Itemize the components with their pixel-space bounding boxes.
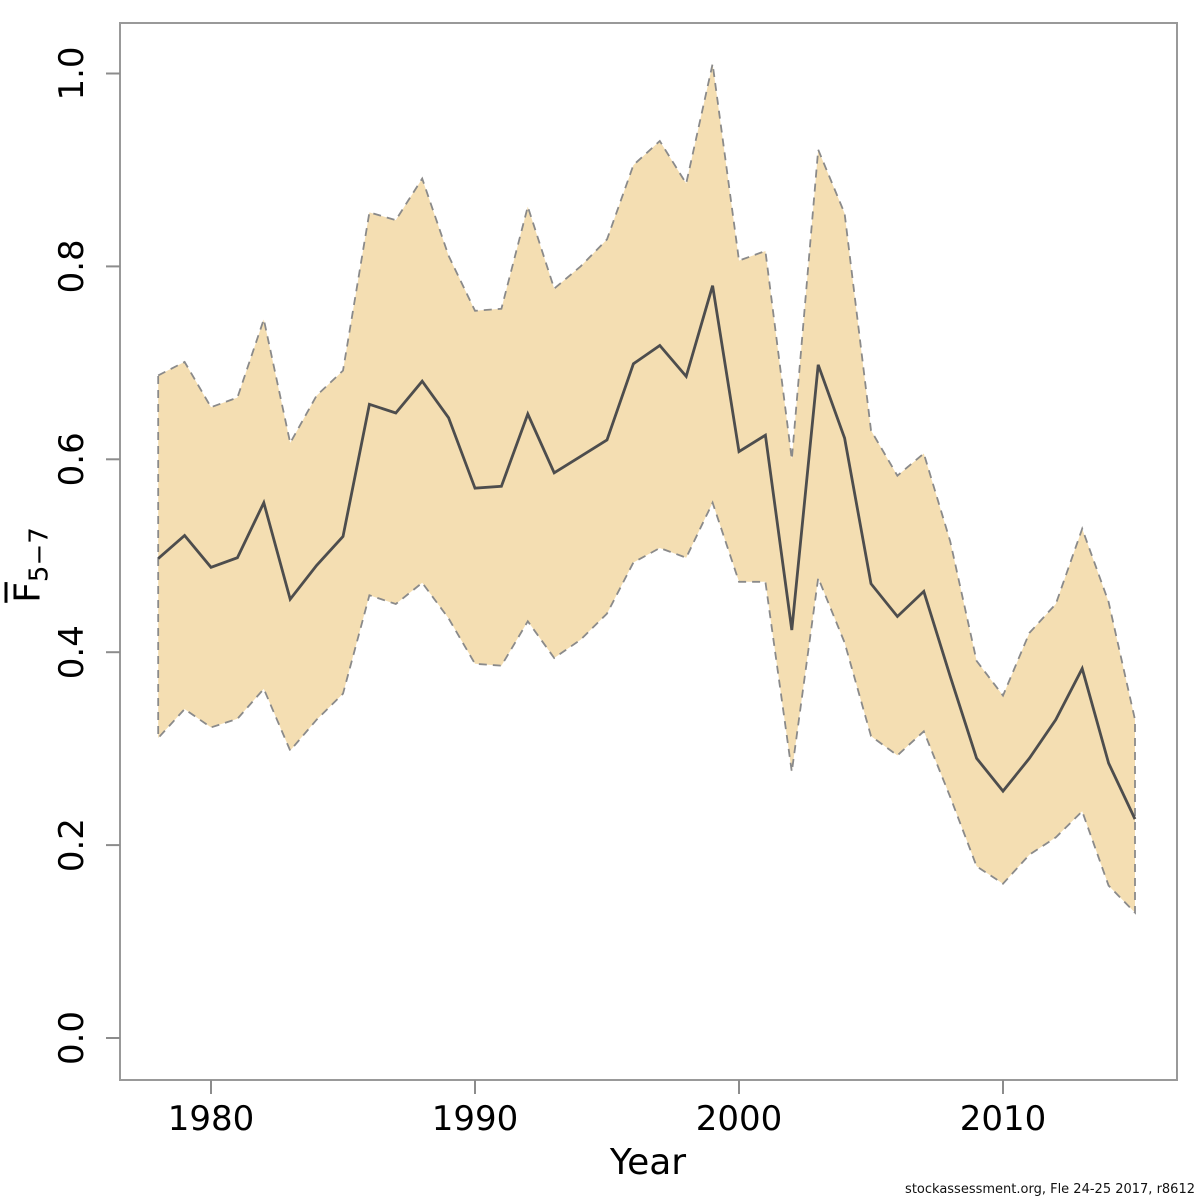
y-tick-label: 0.8 bbox=[52, 239, 92, 293]
x-axis-title: Year bbox=[609, 1142, 687, 1183]
y-tick-label: 0.4 bbox=[52, 625, 92, 679]
x-tick-label: 2000 bbox=[696, 1099, 783, 1139]
x-tick-label: 2010 bbox=[960, 1099, 1047, 1139]
y-tick-label: 1.0 bbox=[52, 46, 92, 100]
y-tick-label: 0.0 bbox=[52, 1011, 92, 1065]
ylabel-fbar: F bbox=[7, 582, 49, 603]
y-axis-title: F5−7 bbox=[8, 527, 55, 603]
x-tick-label: 1980 bbox=[168, 1099, 255, 1139]
watermark: stockassessment.org, Fle 24-25 2017, r86… bbox=[905, 1182, 1195, 1197]
confidence-band bbox=[157, 63, 1136, 915]
estimate-line bbox=[157, 285, 1137, 820]
y-tick-label: 0.6 bbox=[52, 432, 92, 486]
y-tick-label: 0.2 bbox=[52, 818, 92, 872]
x-tick-label: 1990 bbox=[432, 1099, 519, 1139]
ylabel-subscript: 5−7 bbox=[24, 527, 55, 583]
plot-box bbox=[119, 22, 1178, 1081]
